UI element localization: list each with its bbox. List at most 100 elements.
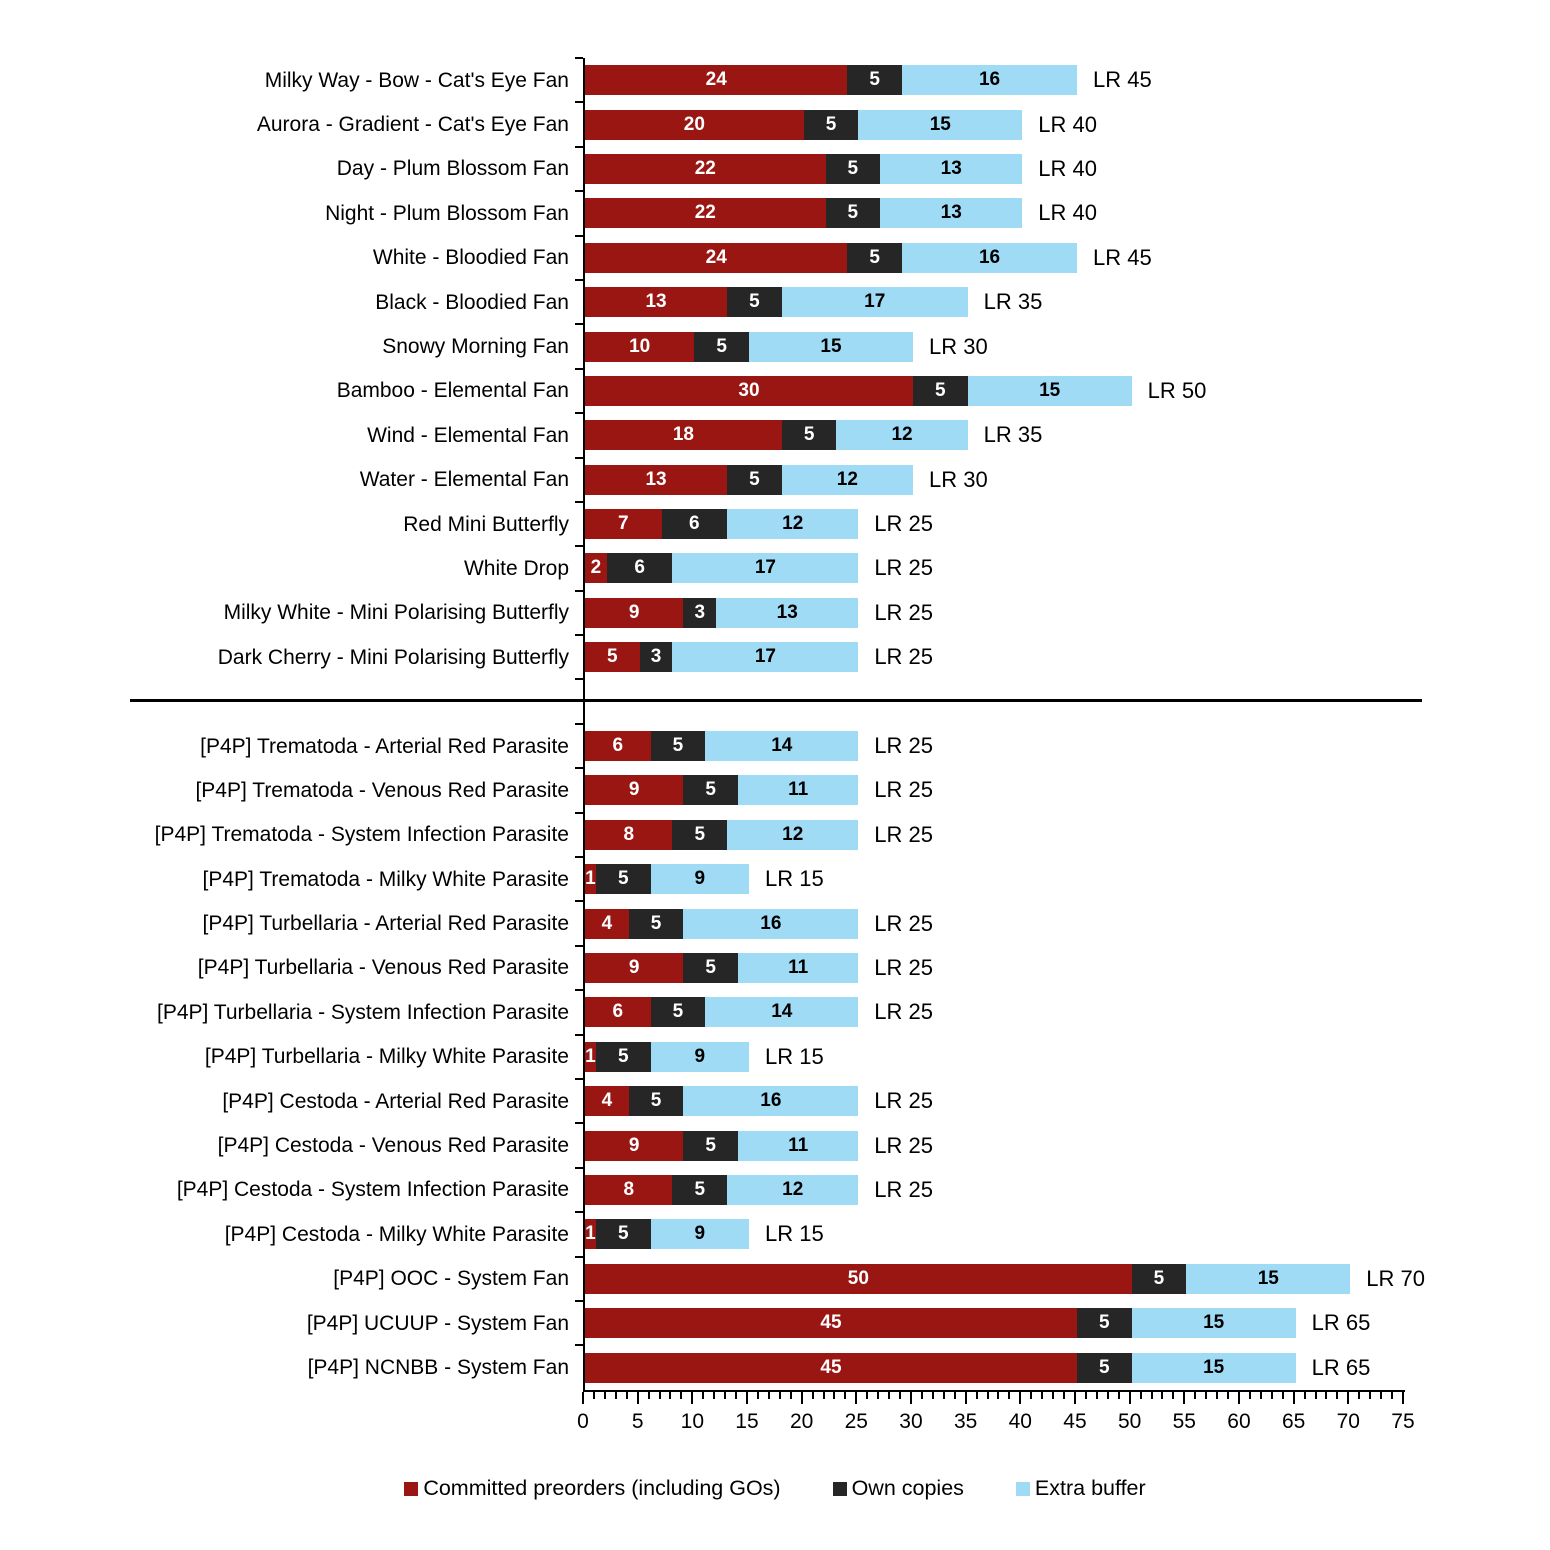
axis-tick — [575, 545, 583, 548]
x-axis-tick-label: 0 — [577, 1410, 589, 1433]
x-axis-tick — [680, 1392, 683, 1399]
bar-segment-extra-buffer: 9 — [650, 1219, 749, 1250]
category-label: Black - Bloodied Fan — [375, 290, 569, 314]
x-axis-tick — [1358, 1392, 1361, 1399]
bar-segment-extra-buffer: 13 — [716, 597, 859, 628]
axis-tick — [575, 1077, 583, 1080]
x-axis-tick — [767, 1392, 770, 1399]
x-axis-tick — [778, 1392, 781, 1399]
bar-row: [P4P] Trematoda - Venous Red Parasite 9 5 1… — [0, 767, 1550, 813]
bar-plot-area: 45 5 15 LR 65 — [575, 1344, 1550, 1390]
x-axis-tick-label: 30 — [899, 1410, 923, 1433]
bar-row: [P4P] Trematoda - System Infection Paras… — [0, 811, 1550, 858]
bar-segment-own-copies: 5 — [1076, 1352, 1132, 1383]
bar-segment-committed-preorders: 45 — [585, 1308, 1077, 1339]
x-axis-tick — [735, 1392, 738, 1399]
bar-segment-committed-preorders: 7 — [585, 509, 662, 540]
axis-tick — [575, 944, 583, 947]
bar-segment-committed-preorders: 5 — [585, 642, 640, 673]
axis-tick — [575, 1122, 583, 1125]
total-label: LR 25 — [874, 511, 934, 537]
total-label: LR 50 — [1147, 377, 1207, 403]
legend-item-own-copies: Own copies — [832, 1476, 964, 1501]
bar-plot-area: 6 5 14 LR 25 — [575, 989, 1550, 1035]
x-axis-tick — [745, 1392, 748, 1404]
legend-item-extra-buffer: Extra buffer — [1015, 1476, 1146, 1501]
bar-segment-own-copies: 5 — [595, 1041, 651, 1072]
bar-segment-own-copies: 6 — [606, 553, 673, 584]
bar-segment-committed-preorders: 4 — [585, 908, 629, 939]
bar-segment-own-copies: 5 — [1131, 1263, 1187, 1294]
bar-plot-area: 2 6 17 LR 25 — [575, 545, 1550, 591]
bar-segment-committed-preorders: 22 — [585, 198, 826, 229]
bar-row: Wind - Elemental Fan 18 5 12 LR 35 — [0, 412, 1550, 458]
total-label: LR 25 — [874, 733, 934, 759]
bar-segment-committed-preorders: 24 — [585, 242, 848, 273]
bar-row: Aurora - Gradient - Cat's Eye Fan 20 5 15 LR… — [0, 101, 1550, 147]
x-axis-tick-label: 50 — [1117, 1410, 1142, 1433]
bar-segment-extra-buffer: 15 — [1131, 1352, 1296, 1383]
bar-segment-extra-buffer: 15 — [967, 375, 1132, 406]
category-label: [P4P] NCNBB - System Fan — [307, 1355, 569, 1379]
category-label: [P4P] Turbellaria - System Infection Par… — [156, 1000, 569, 1024]
bar-row: Night - Plum Blossom Fan 22 5 13 LR 40 — [0, 190, 1550, 236]
category-label: [P4P] Turbellaria - Venous Red Parasite — [197, 956, 569, 980]
total-label: LR 40 — [1038, 200, 1098, 226]
axis-tick — [575, 278, 583, 281]
bar-segment-committed-preorders: 1 — [585, 1219, 596, 1250]
x-axis-tick-label: 35 — [953, 1410, 978, 1433]
bar-row: Bamboo - Elemental Fan 30 5 15 LR 50 — [0, 367, 1550, 414]
legend-item-committed-preorders: Committed preorders (including GOs) — [404, 1476, 781, 1501]
bar-segment-own-copies: 5 — [683, 953, 739, 983]
x-axis-tick — [866, 1392, 869, 1399]
total-label: LR 65 — [1311, 1354, 1371, 1380]
total-label: LR 25 — [874, 555, 934, 581]
axis-tick — [575, 1344, 583, 1347]
x-axis-tick — [877, 1392, 880, 1399]
bar-segment-extra-buffer: 11 — [738, 775, 859, 806]
total-label: LR 35 — [983, 422, 1043, 448]
axis-tick — [575, 190, 583, 193]
bar-plot-area: 4 5 16 LR 25 — [575, 900, 1550, 946]
bar-row: [P4P] NCNBB - System Fan 45 5 15 LR 65 — [0, 1344, 1550, 1390]
bar-segment-extra-buffer: 13 — [880, 153, 1023, 184]
axis-tick — [575, 412, 583, 415]
bar-row: [P4P] Turbellaria - Milky White Parasite… — [0, 1033, 1550, 1079]
bar-row: [P4P] Cestoda - Milky White Parasite 1 5 9 L… — [0, 1211, 1550, 1257]
category-label: [P4P] Cestoda - Venous Red Parasite — [217, 1134, 569, 1158]
bar-segment-own-copies: 5 — [825, 153, 881, 184]
bar-segment-committed-preorders: 9 — [585, 953, 684, 983]
x-axis-tick — [1139, 1392, 1142, 1399]
bar-segment-extra-buffer: 12 — [727, 819, 859, 850]
category-label: Wind - Elemental Fan — [367, 423, 569, 447]
bar-segment-extra-buffer: 16 — [683, 908, 859, 939]
total-label: LR 65 — [1311, 1310, 1371, 1336]
bar-segment-extra-buffer: 15 — [858, 109, 1023, 140]
bar-plot-area: 20 5 15 LR 40 — [575, 101, 1550, 147]
x-axis-tick — [1194, 1392, 1197, 1399]
bar-segment-extra-buffer: 12 — [727, 1174, 859, 1205]
x-axis-tick — [997, 1392, 1000, 1399]
x-axis-tick — [756, 1392, 759, 1399]
bar-plot-area: 7 6 12 LR 25 — [575, 500, 1550, 547]
x-axis-tick — [1259, 1392, 1262, 1399]
bar-segment-extra-buffer: 15 — [1186, 1263, 1351, 1294]
bar-plot-area: 9 3 13 LR 25 — [575, 589, 1550, 636]
bar-segment-committed-preorders: 8 — [585, 819, 673, 850]
bar-plot-area: 30 5 15 LR 50 — [575, 367, 1550, 414]
bar-segment-own-copies: 5 — [628, 1086, 684, 1117]
bar-segment-own-copies: 5 — [847, 65, 903, 96]
bar-plot-area: 5 3 17 LR 25 — [575, 634, 1550, 680]
x-axis-tick — [702, 1392, 705, 1399]
axis-tick — [575, 634, 583, 637]
bar-segment-own-copies: 5 — [650, 731, 706, 762]
x-axis-tick-label: 70 — [1336, 1410, 1360, 1433]
bar-plot-area: 6 5 14 LR 25 — [575, 722, 1550, 769]
x-axis-tick — [888, 1392, 891, 1399]
bar-segment-own-copies: 5 — [683, 1130, 739, 1161]
bar-plot-area: 24 5 16 LR 45 — [575, 57, 1550, 103]
x-axis-tick-label: 55 — [1172, 1410, 1196, 1433]
bar-plot-area: 45 5 15 LR 65 — [575, 1299, 1550, 1346]
bar-segment-extra-buffer: 17 — [781, 287, 968, 318]
x-axis-tick — [1128, 1392, 1131, 1404]
